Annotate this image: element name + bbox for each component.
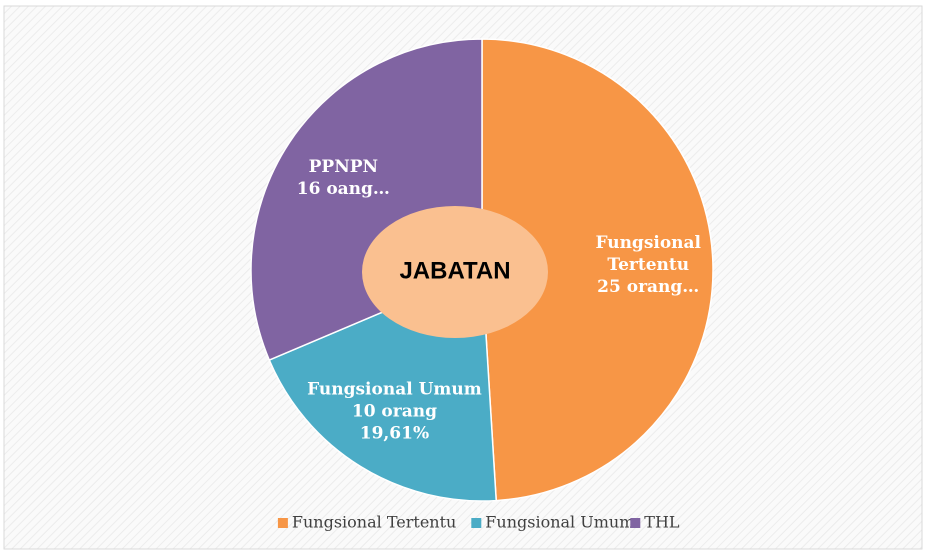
legend-swatch — [630, 518, 641, 528]
data-label: Fungsional Tertentu 25 orang… — [595, 232, 701, 296]
data-label-line: 25 orang… — [597, 276, 699, 296]
data-label-line: Fungsional Umum — [307, 379, 482, 399]
legend-label: Fungsional Tertentu — [292, 513, 456, 532]
data-label: PPNPN 16 oang… — [297, 157, 390, 199]
legend-swatch — [277, 518, 288, 528]
data-label-line: 19,61% — [360, 423, 429, 443]
data-label-line: 10 orang — [352, 401, 437, 421]
pie-slice — [481, 38, 714, 502]
legend-label: Fungsional Umum — [485, 513, 634, 532]
legend-label: THL — [644, 513, 680, 532]
data-label: Fungsional Umum 10 orang 19,61% — [307, 379, 482, 443]
data-label-line: Fungsional — [595, 232, 701, 252]
center-ellipse — [362, 206, 548, 338]
data-label-line: 16 oang… — [297, 179, 390, 199]
legend-swatch — [471, 518, 482, 528]
data-label-line: PPNPN — [309, 157, 378, 177]
data-label-line: Tertentu — [607, 254, 689, 274]
center-label: JABATAN — [399, 257, 510, 284]
